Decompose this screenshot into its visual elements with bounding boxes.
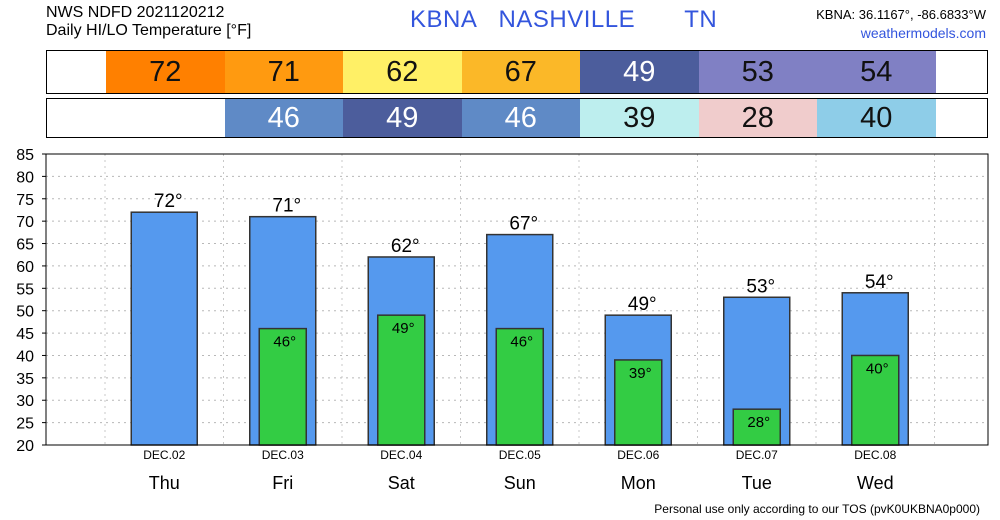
x-day-label: Sat	[388, 473, 415, 493]
high-bar-label: 72°	[154, 191, 183, 212]
x-date-label: DEC.08	[854, 448, 896, 462]
high-bar-label: 62°	[391, 236, 420, 257]
low-bar-label: 49°	[392, 320, 415, 337]
footer-note: Personal use only according to our TOS (…	[654, 502, 980, 516]
low-temp-cell: 46	[224, 99, 343, 137]
low-bar	[495, 327, 544, 446]
low-bar	[258, 327, 307, 446]
y-tick-label: 70	[16, 214, 34, 231]
temperature-bar-chart: 20 25 30 35 40 45 50 55 60 65 70 75 80 85 72° DEC.02 Thu…	[16, 147, 989, 493]
station-city: NASHVILLE	[498, 6, 636, 33]
station-code: KBNA	[410, 6, 478, 33]
chart-subtitle: Daily HI/LO Temperature [°F]	[46, 22, 252, 39]
high-bar-label: 49°	[628, 294, 657, 315]
high-temp-strip: 72 71 62 67 49 53 54	[46, 50, 988, 94]
chart-header-right: KBNA: 36.1167°, -86.6833°W weathermodels…	[816, 5, 986, 43]
high-bar-label: 53°	[746, 276, 775, 297]
high-temp-cell: 67	[461, 51, 580, 93]
low-bar	[614, 359, 663, 446]
x-date-label: DEC.04	[380, 448, 422, 462]
x-day-label: Sun	[504, 473, 536, 493]
high-bar-label: 67°	[509, 214, 538, 235]
low-bar	[851, 354, 900, 446]
high-temp-cell: 53	[698, 51, 817, 93]
high-temp-cell: 72	[106, 51, 225, 93]
y-tick-label: 45	[16, 326, 34, 343]
x-date-label: DEC.02	[143, 448, 185, 462]
low-bar-label: 39°	[629, 365, 652, 382]
low-bar	[732, 408, 781, 446]
chart-header-left: NWS NDFD 2021120212 Daily HI/LO Temperat…	[46, 4, 251, 40]
station-coords: KBNA: 36.1167°, -86.6833°W	[816, 7, 986, 22]
x-day-label: Wed	[857, 473, 894, 493]
x-date-label: DEC.03	[262, 448, 304, 462]
y-tick-label: 35	[16, 371, 34, 388]
high-bar-label: 54°	[865, 272, 894, 293]
low-bar-label: 46°	[273, 334, 296, 351]
y-tick-label: 20	[16, 438, 34, 455]
station-title: KBNA NASHVILLE TN	[410, 6, 717, 34]
x-day-label: Fri	[272, 473, 293, 493]
low-temp-cell: 49	[343, 99, 462, 137]
x-day-label: Mon	[621, 473, 656, 493]
low-bar	[377, 314, 426, 446]
low-temp-cell: 28	[698, 99, 817, 137]
x-day-label: Thu	[149, 473, 180, 493]
x-date-label: DEC.07	[736, 448, 778, 462]
low-temp-cell: 40	[817, 99, 936, 137]
low-bar-label: 28°	[747, 414, 770, 431]
station-state: TN	[684, 6, 718, 33]
y-tick-label: 85	[16, 147, 34, 164]
y-tick-label: 50	[16, 304, 34, 321]
y-tick-label: 25	[16, 416, 34, 433]
y-tick-label: 80	[16, 169, 34, 186]
high-temp-cell: 62	[343, 51, 462, 93]
x-date-label: DEC.06	[617, 448, 659, 462]
high-bar-label: 71°	[272, 196, 301, 217]
low-bar-label: 46°	[510, 334, 533, 351]
low-temp-strip: 46 49 46 39 28 40	[46, 98, 988, 138]
high-temp-cell: 49	[580, 51, 699, 93]
y-tick-label: 40	[16, 348, 34, 365]
x-date-label: DEC.05	[499, 448, 541, 462]
y-tick-label: 55	[16, 281, 34, 298]
low-temp-cell: 46	[461, 99, 580, 137]
x-day-label: Tue	[742, 473, 772, 493]
high-bar	[130, 211, 198, 446]
low-temp-cell: 39	[580, 99, 699, 137]
y-tick-label: 30	[16, 393, 34, 410]
high-temp-cell: 71	[224, 51, 343, 93]
model-run-label: NWS NDFD 2021120212	[46, 4, 225, 21]
low-bar-label: 40°	[866, 360, 889, 377]
y-tick-label: 60	[16, 259, 34, 276]
y-tick-label: 65	[16, 237, 34, 254]
plot-frame	[45, 153, 989, 446]
site-link[interactable]: weathermodels.com	[860, 25, 986, 41]
high-temp-cell: 54	[817, 51, 936, 93]
y-tick-label: 75	[16, 192, 34, 209]
